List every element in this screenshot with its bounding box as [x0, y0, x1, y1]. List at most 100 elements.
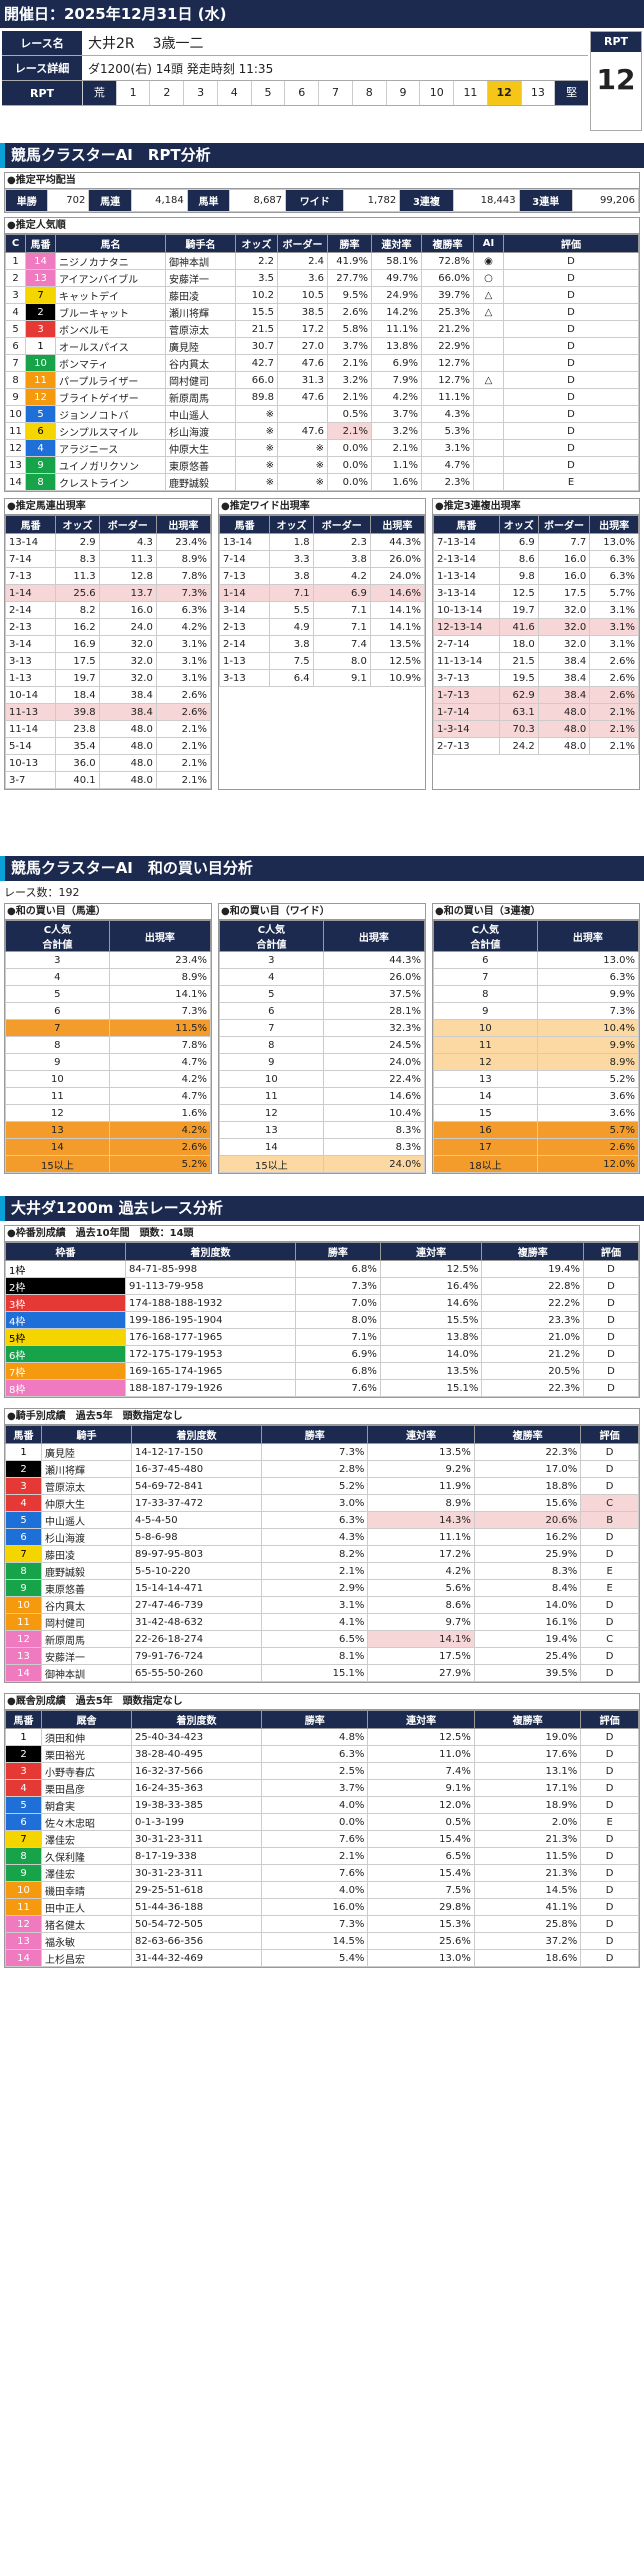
table-row: 10 4.2%	[5, 1070, 212, 1088]
cell: 15.5%	[379, 1311, 483, 1329]
cell: 0-1-3-199	[131, 1813, 262, 1831]
cell: 19.0%	[473, 1728, 582, 1746]
cell: 15以上	[219, 1155, 324, 1173]
cell: 6.3%	[260, 1511, 369, 1529]
rpt-box-label: RPT	[591, 32, 641, 52]
cell: 21.5	[235, 320, 278, 338]
cell: D	[580, 1613, 639, 1631]
cell: 19-38-33-385	[131, 1796, 262, 1814]
cell: ○	[473, 269, 504, 287]
cell: 12.0%	[536, 1155, 640, 1173]
cell	[473, 439, 504, 457]
cell: 2.0%	[473, 1813, 582, 1831]
cell: D	[580, 1830, 639, 1848]
column-header: 評価	[503, 234, 639, 253]
cell: D	[580, 1647, 639, 1665]
cell: 13	[5, 456, 26, 474]
cell: 6	[5, 1528, 42, 1546]
cell: 13.1%	[473, 1762, 582, 1780]
cell: 7.8%	[108, 1036, 212, 1054]
cell: 27.9%	[367, 1664, 475, 1682]
cell: 11.1%	[367, 1528, 475, 1546]
cell	[473, 422, 504, 440]
table-row: 7-14 3.3 3.8 26.0%	[218, 550, 426, 568]
cell: 谷内貫太	[41, 1596, 132, 1614]
cell: 9	[433, 1002, 538, 1020]
cell: 5-5-10-220	[131, 1562, 262, 1580]
cell: D	[580, 1847, 639, 1865]
trio-box: ●推定3連複出現率 馬番 オッズ ボーダー 出現率 7-13-14 6.9 7.7 13.0% 2…	[432, 498, 640, 790]
column-header: 複勝率	[473, 1425, 582, 1444]
cell: 14.1%	[369, 601, 426, 619]
table-row: 11 田中正人 51-44-36-188 16.0% 29.8% 41.1% D	[5, 1898, 639, 1916]
cell: D	[503, 320, 639, 338]
table-row: 9 澤佳宏 30-31-23-311 7.6% 15.4% 21.3% D	[5, 1864, 639, 1882]
cell: 5.3%	[421, 422, 474, 440]
cell: 5	[219, 985, 324, 1003]
wa-umaren-table: C人気 合計値 出現率 3 23.4% 4 8.9% 5 14.1% 6 7.3% 7 11.5% 8 7…	[5, 920, 212, 1173]
cell: 13.8%	[379, 1328, 483, 1346]
race-detail-label: レース詳細	[2, 56, 82, 80]
cell: ユイノガリクソン	[55, 456, 166, 474]
cell: 14	[5, 1664, 42, 1682]
cell: 鹿野誠毅	[165, 473, 236, 491]
cell: 10.9%	[369, 669, 426, 687]
cell: 東原悠善	[165, 456, 236, 474]
cell: D	[580, 1864, 639, 1882]
wa-umaren-title: ●和の買い目（馬連）	[5, 904, 211, 920]
cell: 11-13-14	[433, 652, 500, 670]
cell: 中山遥人	[165, 405, 236, 423]
cell: ※	[277, 456, 328, 474]
cell: ボンベルモ	[55, 320, 166, 338]
column-header: オッズ	[498, 515, 539, 534]
cell: 3.1%	[155, 669, 212, 687]
cell: 38-28-40-495	[131, 1745, 262, 1763]
cell: 7.3%	[108, 1002, 212, 1020]
cell: 6	[25, 422, 56, 440]
cell: 11	[219, 1087, 324, 1105]
cell: 22.8%	[481, 1277, 584, 1295]
cell: 6.5%	[367, 1847, 475, 1865]
cell: 27-47-46-739	[131, 1596, 262, 1614]
column-header: 勝率	[260, 1425, 369, 1444]
table-row: 8 鹿野誠毅 5-5-10-220 2.1% 4.2% 8.3% E	[5, 1562, 639, 1580]
jockey-box: ●騎手別成績 過去5年 頭数指定なし 馬番 騎手 着別度数 勝率 連対率 複勝率 評価 1 廣見…	[4, 1408, 640, 1683]
cell: 31.3	[277, 371, 328, 389]
cell: 6.3%	[260, 1745, 369, 1763]
cell: 4.2%	[367, 1562, 475, 1580]
cell: 須田和伸	[41, 1728, 132, 1746]
table-row: 8 9.9%	[433, 985, 640, 1003]
table-row: 2-13 4.9 7.1 14.1%	[218, 618, 426, 636]
cell: 50-54-72-505	[131, 1915, 262, 1933]
cell: 41.1%	[473, 1898, 582, 1916]
cell: 32.0	[98, 635, 157, 653]
cell: D	[582, 1345, 640, 1363]
column-header: 出現率	[155, 515, 212, 534]
trainer-table: 馬番 厩舎 着別度数 勝率 連対率 複勝率 評価 1 須田和伸 25-40-34-423 4.8% 1…	[5, 1710, 639, 1967]
cell: 5.2%	[260, 1477, 369, 1495]
cell: 菅原涼太	[165, 320, 236, 338]
cell: 1-7-13	[433, 686, 500, 704]
cell: 7	[5, 1019, 110, 1037]
cell: D	[503, 388, 639, 406]
table-row: 18以上 12.0%	[433, 1155, 640, 1173]
table-row: 12 10.4%	[219, 1104, 426, 1122]
cell: 8	[25, 473, 56, 491]
cell: 4.7%	[108, 1053, 212, 1071]
cell: 30.7	[235, 337, 278, 355]
cell: 3	[5, 1477, 42, 1495]
column-header: 出現率	[589, 515, 639, 534]
table-row: 14 御神本訓 65-55-50-260 15.1% 27.9% 39.5% D	[5, 1664, 639, 1682]
cell: 32.0	[537, 618, 591, 636]
cell: 2	[5, 1745, 42, 1763]
payout-label: ワイド	[285, 189, 345, 212]
cell: D	[580, 1596, 639, 1614]
column-header: 着別度数	[125, 1242, 296, 1261]
cell: 14	[219, 1138, 324, 1156]
cell: 10	[219, 1070, 324, 1088]
cell: 6.9	[498, 533, 539, 551]
trio-table: 馬番 オッズ ボーダー 出現率 7-13-14 6.9 7.7 13.0% 2-13-14 8.6…	[433, 515, 639, 755]
cell: 174-188-188-1932	[125, 1294, 296, 1312]
cell: 5.5	[269, 601, 314, 619]
cell: 22.3%	[473, 1443, 582, 1461]
